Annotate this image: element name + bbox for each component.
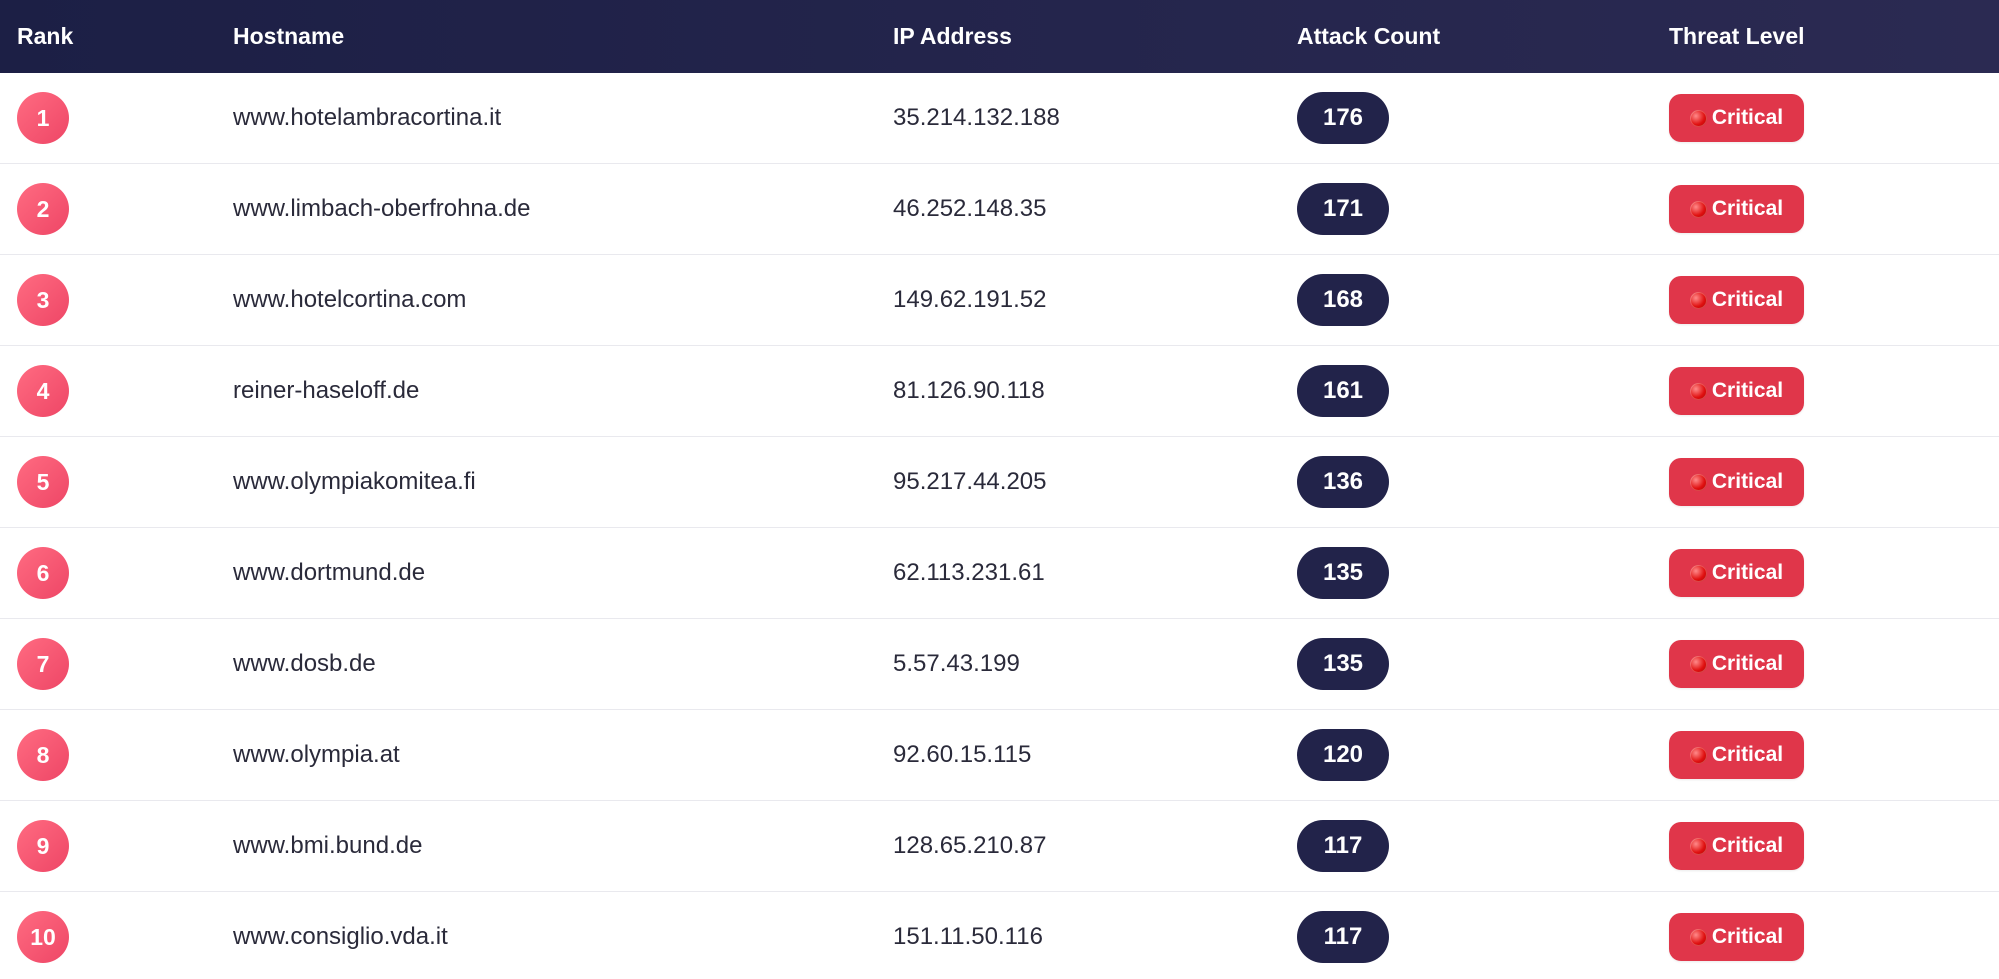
table-row[interactable]: 9 www.bmi.bund.de 128.65.210.87 117 Crit… [0,801,1999,892]
rank-badge: 1 [17,92,69,144]
threat-level-label: Critical [1711,743,1784,766]
rank-badge: 5 [17,456,69,508]
threat-level-label: Critical [1711,561,1784,584]
ip-address-cell: 81.126.90.118 [893,377,1045,404]
ip-address-cell: 35.214.132.188 [893,104,1060,131]
table-row[interactable]: 1 www.hotelambracortina.it 35.214.132.18… [0,73,1999,164]
header-hostname[interactable]: Hostname [233,23,345,49]
ip-address-cell: 92.60.15.115 [893,741,1032,768]
threat-level-badge: Critical [1669,458,1804,506]
red-circle-icon [1689,382,1707,400]
red-circle-icon [1689,291,1707,309]
red-circle-icon [1689,655,1707,673]
red-circle-icon [1689,837,1707,855]
threat-level-badge: Critical [1669,731,1804,779]
rank-badge: 8 [17,729,69,781]
header-threat-level[interactable]: Threat Level [1669,23,1805,49]
rank-badge: 4 [17,365,69,417]
threat-level-label: Critical [1711,379,1784,402]
red-circle-icon [1689,564,1707,582]
table-row[interactable]: 2 www.limbach-oberfrohna.de 46.252.148.3… [0,164,1999,255]
table-row[interactable]: 5 www.olympiakomitea.fi 95.217.44.205 13… [0,437,1999,528]
rank-badge: 6 [17,547,69,599]
red-circle-icon [1689,928,1707,946]
red-circle-icon [1689,109,1707,127]
rank-badge: 10 [17,911,69,963]
table-row[interactable]: 8 www.olympia.at 92.60.15.115 120 Critic… [0,710,1999,801]
hostname-cell: www.olympiakomitea.fi [233,468,476,495]
threat-level-badge: Critical [1669,185,1804,233]
rank-badge: 7 [17,638,69,690]
threat-level-badge: Critical [1669,367,1804,415]
attack-count-pill: 120 [1297,729,1389,781]
attack-count-pill: 161 [1297,365,1389,417]
red-circle-icon [1689,473,1707,491]
attack-count-pill: 135 [1297,638,1389,690]
header-attack-count[interactable]: Attack Count [1297,23,1441,49]
attack-count-pill: 136 [1297,456,1389,508]
attack-count-pill: 176 [1297,92,1389,144]
threat-level-badge: Critical [1669,549,1804,597]
attack-count-pill: 117 [1297,911,1389,963]
hostname-cell: www.hotelcortina.com [233,286,467,313]
red-circle-icon [1689,746,1707,764]
hostname-cell: www.limbach-oberfrohna.de [233,195,531,222]
rank-badge: 3 [17,274,69,326]
table-header: Rank Hostname IP Address Attack Count Th… [0,0,1999,73]
threat-level-badge: Critical [1669,276,1804,324]
rank-badge: 9 [17,820,69,872]
ip-address-cell: 149.62.191.52 [893,286,1047,313]
threat-level-label: Critical [1711,197,1784,220]
hostname-cell: www.dosb.de [233,650,376,677]
table-row[interactable]: 7 www.dosb.de 5.57.43.199 135 Critical [0,619,1999,710]
table-row[interactable]: 3 www.hotelcortina.com 149.62.191.52 168… [0,255,1999,346]
threat-level-label: Critical [1711,834,1784,857]
attack-count-pill: 117 [1297,820,1389,872]
hostname-cell: www.hotelambracortina.it [233,104,502,131]
ip-address-cell: 151.11.50.116 [893,923,1043,950]
attack-count-pill: 168 [1297,274,1389,326]
ip-address-cell: 5.57.43.199 [893,650,1020,677]
threat-level-badge: Critical [1669,822,1804,870]
red-circle-icon [1689,200,1707,218]
threat-level-label: Critical [1711,925,1784,948]
threat-level-badge: Critical [1669,640,1804,688]
threat-level-badge: Critical [1669,913,1804,961]
ip-address-cell: 128.65.210.87 [893,832,1047,859]
table-row[interactable]: 6 www.dortmund.de 62.113.231.61 135 Crit… [0,528,1999,619]
hostname-cell: reiner-haseloff.de [233,377,420,404]
hostname-cell: www.consiglio.vda.it [233,923,448,950]
threat-level-label: Critical [1711,470,1784,493]
table-row[interactable]: 10 www.consiglio.vda.it 151.11.50.116 11… [0,892,1999,979]
threat-level-label: Critical [1711,288,1784,311]
ip-address-cell: 46.252.148.35 [893,195,1047,222]
attack-count-pill: 171 [1297,183,1389,235]
table-row[interactable]: 4 reiner-haseloff.de 81.126.90.118 161 C… [0,346,1999,437]
hostname-cell: www.olympia.at [233,741,400,768]
attack-count-pill: 135 [1297,547,1389,599]
ip-address-cell: 95.217.44.205 [893,468,1047,495]
header-ip-address[interactable]: IP Address [893,23,1012,49]
rank-badge: 2 [17,183,69,235]
ip-address-cell: 62.113.231.61 [893,559,1045,586]
threat-level-label: Critical [1711,106,1784,129]
header-rank[interactable]: Rank [17,23,74,49]
threat-level-label: Critical [1711,652,1784,675]
hostname-cell: www.dortmund.de [233,559,426,586]
threat-level-badge: Critical [1669,94,1804,142]
hostname-cell: www.bmi.bund.de [233,832,423,859]
